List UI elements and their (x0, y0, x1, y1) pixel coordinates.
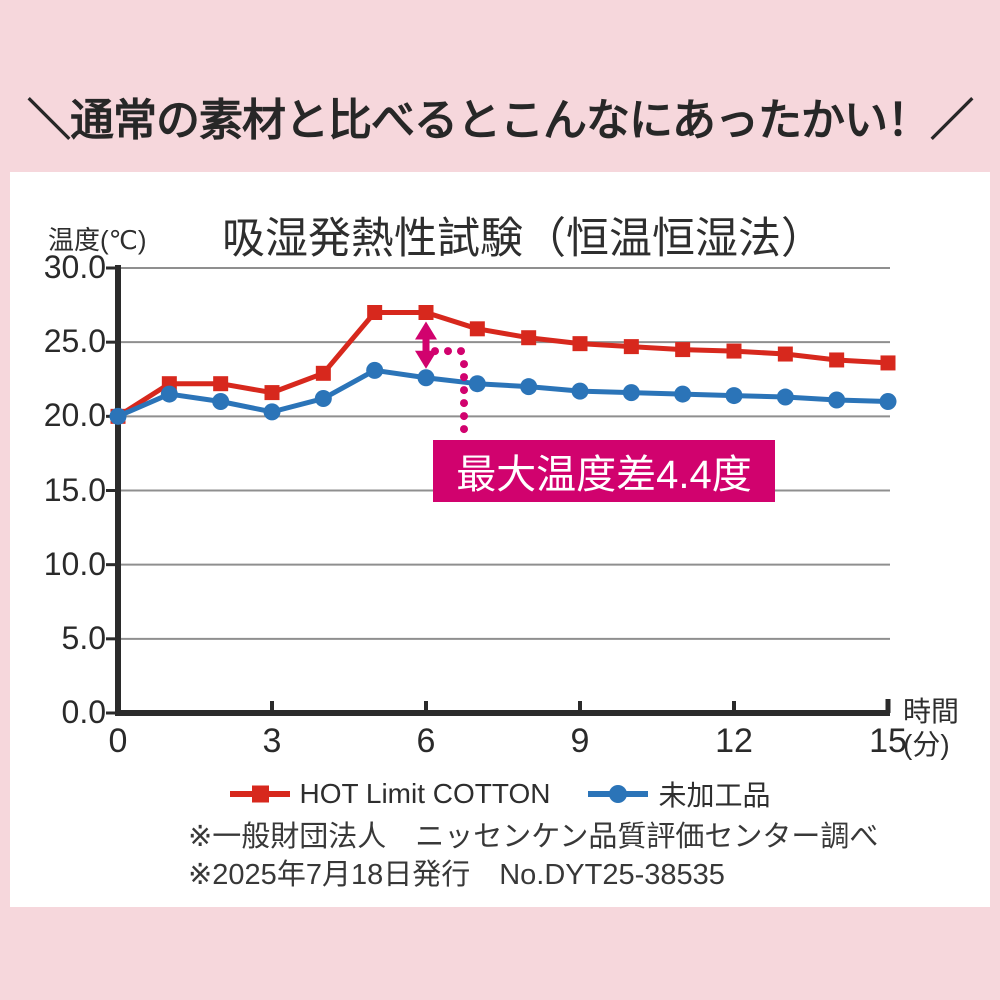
chart-title: 吸湿発熱性試験（恒温恒湿法） (222, 215, 824, 263)
x-tick-label: 12 (715, 722, 753, 760)
y-tick-label: 20.0 (43, 397, 106, 434)
leader-dot (460, 373, 468, 382)
data-point-circle (263, 403, 281, 421)
data-point-circle (212, 393, 230, 410)
data-point-square (521, 330, 537, 346)
data-point-circle (109, 407, 127, 425)
legend-label: HOT Limit COTTON (299, 778, 551, 809)
headline-banner: ＼通常の素材と比べるとこんなにあったかい！／ (27, 96, 974, 145)
data-point-square (880, 355, 896, 371)
leader-dot (460, 386, 468, 395)
chart-legend: HOT Limit COTTON 未加工品 (0, 772, 1000, 816)
data-point-circle (674, 385, 692, 403)
data-point-square (726, 343, 742, 359)
data-point-circle (571, 382, 589, 400)
data-point-circle (879, 393, 897, 410)
data-point-square (213, 376, 229, 392)
max-temp-difference-callout: 最大温度差4.4度 (433, 440, 775, 502)
leader-dot (444, 347, 452, 356)
data-point-square (572, 336, 588, 352)
footnotes: ※一般財団法人 ニッセンケン品質評価センター調べ ※2025年7月18日発行 N… (188, 818, 878, 894)
legend-item: HOT Limit COTTON (229, 778, 551, 810)
data-point-circle (776, 388, 794, 406)
footnote-date-number: ※2025年7月18日発行 No.DYT25-38535 (188, 859, 725, 891)
legend-label: 未加工品 (658, 780, 771, 811)
x-tick-label: 0 (108, 722, 128, 760)
x-axis-unit-top: 時間 (903, 696, 960, 727)
data-point-circle (725, 387, 743, 405)
x-tick-label: 15 (869, 722, 907, 760)
data-point-circle (520, 378, 538, 396)
data-point-square (418, 305, 434, 320)
data-point-square (469, 321, 485, 337)
difference-arrow-head-up (415, 321, 437, 340)
series-line-circle (117, 367, 889, 419)
data-point-square (315, 365, 331, 381)
data-point-circle (417, 369, 435, 387)
data-point-square (367, 305, 383, 320)
leader-dot (460, 399, 468, 408)
leader-dot (460, 360, 468, 369)
difference-arrow-head-down (415, 350, 437, 369)
x-tick-label: 9 (570, 722, 590, 760)
data-point-circle (622, 384, 640, 402)
y-tick-label: 10.0 (43, 545, 106, 582)
leader-dot (460, 412, 468, 421)
legend-item: 未加工品 (588, 774, 771, 814)
y-tick-label: 30.0 (43, 249, 106, 285)
series-line-square (116, 310, 889, 419)
data-point-circle (160, 385, 178, 403)
chart-panel (10, 172, 990, 907)
x-tick-label: 3 (262, 722, 282, 760)
data-point-circle (314, 390, 332, 408)
leader-dot (457, 347, 465, 356)
x-axis-unit-bottom: (分) (903, 729, 950, 760)
y-axis-unit-label: 温度(℃) (48, 225, 147, 255)
data-point-square (675, 342, 691, 358)
data-point-circle (468, 375, 486, 393)
leader-dot (460, 425, 468, 434)
legend-marker-circle (588, 785, 649, 803)
y-tick-label: 25.0 (43, 323, 106, 360)
data-point-circle (828, 391, 846, 409)
leader-dot (431, 347, 439, 356)
legend-marker-square (229, 785, 290, 803)
data-point-square (777, 346, 793, 362)
y-tick-label: 5.0 (61, 619, 106, 656)
y-tick-label: 0.0 (61, 694, 106, 730)
data-point-square (829, 352, 845, 368)
y-tick-label: 15.0 (43, 471, 106, 508)
data-point-circle (366, 361, 384, 379)
data-point-square (623, 339, 639, 355)
legend-marker-shape (609, 785, 628, 803)
legend-marker-shape (251, 785, 269, 803)
footnote-source: ※一般財団法人 ニッセンケン品質評価センター調べ (188, 821, 879, 853)
x-tick-label: 6 (416, 722, 436, 760)
data-point-square (264, 385, 280, 401)
